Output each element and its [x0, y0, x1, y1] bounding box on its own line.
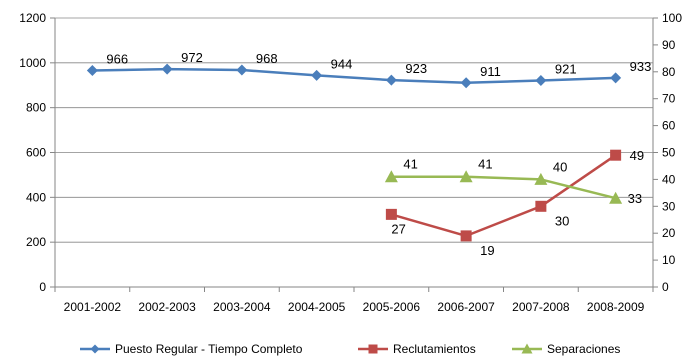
data-label: 19	[480, 243, 494, 258]
data-label: 972	[181, 50, 203, 65]
series-line	[391, 154, 617, 238]
legend-label: Puesto Regular - Tiempo Completo	[115, 342, 303, 356]
right-tick-label: 50	[662, 146, 676, 160]
data-point-triangle	[459, 170, 473, 183]
legend-entry: Separaciones	[512, 342, 620, 356]
data-point-square	[535, 200, 547, 212]
series: 966 972 968 944 923 911 921 933 27 19 30 49 41 41 40 33	[86, 50, 652, 258]
legend: Puesto Regular - Tiempo Completo Reclutam…	[80, 342, 620, 356]
right-tick-label: 20	[662, 226, 676, 240]
gridlines	[55, 17, 653, 243]
right-tick-label: 70	[662, 92, 676, 106]
legend-label: Separaciones	[547, 342, 620, 356]
x-tick-label: 2008-2009	[587, 300, 645, 314]
left-axis-ticks: 0 200 400 600 800 1000 1200	[19, 11, 55, 294]
data-point-square	[460, 230, 472, 242]
data-point-triangle	[534, 172, 548, 185]
right-tick-label: 0	[662, 280, 669, 294]
x-tick-label: 2003-2004	[213, 300, 271, 314]
x-tick-label: 2002-2003	[138, 300, 196, 314]
right-tick-label: 60	[662, 119, 676, 133]
right-tick-label: 40	[662, 172, 676, 186]
data-label: 41	[403, 157, 417, 172]
data-point-diamond	[610, 72, 622, 84]
left-tick-label: 800	[26, 101, 46, 115]
data-point-diamond	[236, 64, 248, 76]
data-point-square	[610, 149, 622, 161]
series-line	[92, 67, 616, 85]
data-label: 921	[555, 62, 577, 77]
right-tick-label: 100	[662, 11, 682, 25]
right-tick-label: 30	[662, 199, 676, 213]
series-reclutamientos: 27 19 30 49	[385, 148, 644, 258]
x-tick-label: 2001-2002	[64, 300, 122, 314]
x-axis-ticks: 2001-2002 2002-2003 2003-2004 2004-2005 2005…	[54, 287, 654, 314]
data-label: 41	[478, 157, 492, 172]
left-tick-label: 1000	[19, 56, 46, 70]
data-label: 49	[630, 148, 644, 163]
data-point-square	[385, 208, 397, 220]
x-tick-label: 2007-2008	[512, 300, 570, 314]
data-point-diamond	[385, 74, 397, 86]
data-label: 33	[628, 191, 642, 206]
series-separaciones: 41 41 40 33	[384, 157, 642, 206]
legend-entry: Reclutamientos	[358, 342, 476, 356]
data-label: 40	[553, 159, 567, 174]
data-label: 911	[480, 64, 501, 79]
data-point-diamond	[161, 63, 173, 75]
legend-entry: Puesto Regular - Tiempo Completo	[80, 342, 303, 356]
data-label: 966	[106, 51, 128, 66]
right-tick-label: 90	[662, 38, 676, 52]
x-tick-label: 2006-2007	[437, 300, 495, 314]
data-point-triangle	[384, 170, 398, 183]
left-tick-label: 600	[26, 146, 46, 160]
data-point-diamond	[90, 344, 100, 354]
data-label: 944	[331, 56, 353, 71]
legend-label: Reclutamientos	[393, 342, 476, 356]
data-label: 30	[555, 213, 569, 228]
data-point-square	[368, 344, 378, 354]
data-label: 923	[405, 61, 427, 76]
right-tick-label: 10	[662, 253, 676, 267]
data-label: 968	[256, 51, 278, 66]
data-point-diamond	[535, 75, 547, 87]
data-point-triangle	[609, 191, 623, 204]
data-point-diamond	[311, 69, 323, 81]
data-label: 933	[630, 59, 652, 74]
data-label: 27	[391, 221, 405, 236]
x-tick-label: 2005-2006	[363, 300, 421, 314]
left-tick-label: 200	[26, 235, 46, 249]
left-tick-label: 0	[39, 280, 46, 294]
series-puesto-regular-tiempo-completo: 966 972 968 944 923 911 921 933	[86, 50, 652, 89]
data-point-triangle	[521, 343, 533, 354]
data-point-diamond	[460, 77, 472, 89]
left-tick-label: 1200	[19, 11, 46, 25]
series-line	[391, 175, 616, 200]
x-tick-label: 2004-2005	[288, 300, 346, 314]
right-tick-label: 80	[662, 65, 676, 79]
left-tick-label: 400	[26, 190, 46, 204]
right-axis-ticks: 0 10 20 30 40 50 60 70 80 90 100	[653, 11, 682, 294]
data-point-diamond	[86, 64, 98, 76]
